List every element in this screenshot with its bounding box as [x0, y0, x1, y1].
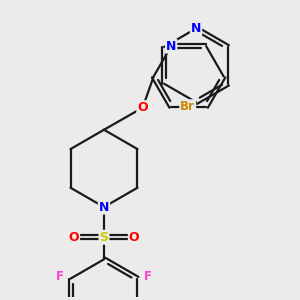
- Text: N: N: [99, 200, 109, 214]
- Text: S: S: [100, 231, 109, 244]
- Text: O: O: [137, 101, 148, 114]
- Text: Br: Br: [180, 100, 195, 113]
- Text: F: F: [144, 270, 152, 283]
- Text: N: N: [166, 40, 176, 52]
- Text: O: O: [129, 231, 140, 244]
- Text: N: N: [191, 22, 201, 35]
- Text: O: O: [68, 231, 79, 244]
- Text: F: F: [56, 270, 64, 283]
